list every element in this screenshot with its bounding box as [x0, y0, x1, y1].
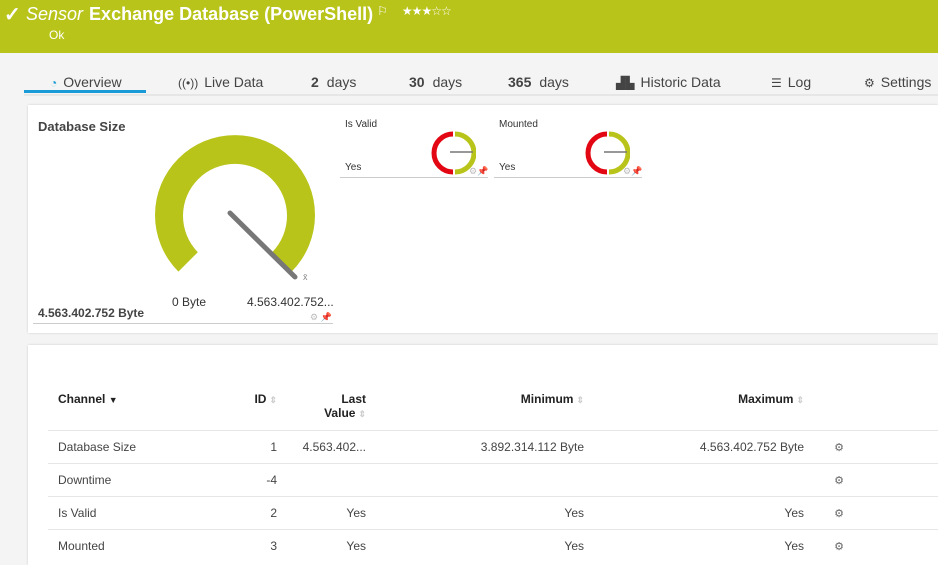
maximum-cell: [584, 463, 804, 497]
is-valid-gauge: [431, 131, 476, 175]
col-channel[interactable]: Channel ▼: [58, 392, 118, 406]
gauge-icon: ◔: [50, 76, 58, 90]
tab-bar: ◔ Overview ((•)) Live Data 2 days 30 days 36…: [24, 70, 938, 96]
mounted-value: Yes: [499, 162, 516, 173]
sort-icon: ⇕: [269, 395, 277, 405]
channel-cell: Database Size: [48, 430, 188, 464]
channel-cell: Is Valid: [48, 496, 188, 530]
table-row[interactable]: Mounted 3 Yes Yes Yes ⚙: [48, 529, 938, 562]
gauge-arc: [155, 135, 315, 272]
tab-30-days[interactable]: 30 days: [409, 74, 463, 90]
col-last-value[interactable]: Last Value ⇕: [324, 392, 366, 420]
maximum-cell: Yes: [584, 496, 804, 530]
gauge-title: Database Size: [38, 119, 126, 134]
table-row[interactable]: Is Valid 2 Yes Yes Yes ⚙: [48, 496, 938, 530]
priority-stars[interactable]: ★★★☆☆: [401, 4, 452, 18]
table-row[interactable]: Database Size 1 4.563.402... 3.892.314.112 …: [48, 430, 938, 464]
mounted-tools[interactable]: ⚙📌: [623, 166, 643, 176]
channel-settings-icon[interactable]: ⚙: [804, 496, 874, 530]
divider: [494, 177, 642, 178]
col-minimum[interactable]: Minimum ⇕: [520, 392, 584, 406]
channel-settings-icon[interactable]: ⚙: [804, 463, 874, 497]
id-cell: -4: [188, 463, 277, 497]
gauge-mean-marker: x̄: [303, 272, 308, 282]
id-cell: 1: [188, 430, 277, 464]
broadcast-icon: ((•)): [178, 76, 199, 90]
database-size-gauge: x̄: [155, 135, 315, 282]
tab-overview[interactable]: ◔ Overview: [24, 74, 146, 93]
tab-log[interactable]: ☰ Log: [771, 74, 812, 90]
sort-desc-icon: ▼: [108, 395, 118, 405]
is-valid-title: Is Valid: [345, 119, 378, 130]
divider: [33, 323, 333, 324]
divider: [340, 177, 488, 178]
mounted-title: Mounted: [499, 119, 538, 130]
channel-cell: Downtime: [48, 463, 188, 497]
flag-icon[interactable]: ⚐: [377, 4, 388, 18]
tab-365-days[interactable]: 365 days: [508, 74, 569, 90]
gauge-max-label: 4.563.402.752...: [247, 295, 334, 309]
sort-icon: ⇕: [576, 395, 584, 405]
col-maximum[interactable]: Maximum ⇕: [738, 392, 804, 406]
is-valid-value: Yes: [345, 162, 362, 173]
table-row[interactable]: Downtime -4 ⚙: [48, 463, 938, 497]
tab-historic-data[interactable]: ▟▙ Historic Data: [616, 74, 721, 90]
col-id[interactable]: ID ⇕: [254, 392, 277, 406]
maximum-cell: Yes: [584, 529, 804, 562]
is-valid-tools[interactable]: ⚙📌: [469, 166, 489, 176]
status-text: Ok: [49, 28, 65, 42]
gauge-min-label: 0 Byte: [172, 295, 207, 309]
sensor-header: ✓ Sensor Exchange Database (PowerShell) ⚐…: [0, 0, 938, 53]
maximum-cell: 4.563.402.752 Byte: [584, 430, 804, 464]
last-value-cell: 4.563.402...: [277, 430, 366, 464]
mounted-gauge: [585, 131, 630, 175]
minimum-cell: Yes: [366, 496, 584, 530]
id-cell: 3: [188, 529, 277, 562]
title-row: Sensor Exchange Database (PowerShell) ⚐ ★…: [26, 4, 452, 25]
channel-settings-icon[interactable]: ⚙: [804, 430, 874, 464]
sort-icon: ⇕: [796, 395, 804, 405]
last-value-cell: [277, 463, 366, 497]
check-icon: ✓: [4, 4, 21, 26]
gauge-value: 4.563.402.752 Byte: [38, 306, 145, 320]
minimum-cell: [366, 463, 584, 497]
area-chart-icon: ▟▙: [616, 76, 635, 90]
channels-table: Channel ▼ ID ⇕ Last Value ⇕ Minimum ⇕ Maximu…: [48, 388, 938, 562]
gauge-tools[interactable]: ⚙ 📌: [310, 312, 332, 322]
gauge-needle: [227, 210, 298, 280]
list-icon: ☰: [771, 76, 782, 90]
last-value-cell: Yes: [277, 529, 366, 562]
channel-settings-icon[interactable]: ⚙: [804, 529, 874, 562]
tab-live-data[interactable]: ((•)) Live Data: [178, 74, 264, 90]
minimum-cell: 3.892.314.112 Byte: [366, 430, 584, 464]
id-cell: 2: [188, 496, 277, 530]
tab-2-days[interactable]: 2 days: [311, 74, 357, 90]
page-title: Sensor Exchange Database (PowerShell): [26, 4, 374, 24]
channel-cell: Mounted: [48, 529, 188, 562]
gear-icon: ⚙: [864, 76, 875, 90]
last-value-cell: Yes: [277, 496, 366, 530]
sort-icon: ⇕: [358, 409, 366, 419]
tab-settings[interactable]: ⚙ Settings: [864, 74, 932, 90]
minimum-cell: Yes: [366, 529, 584, 562]
